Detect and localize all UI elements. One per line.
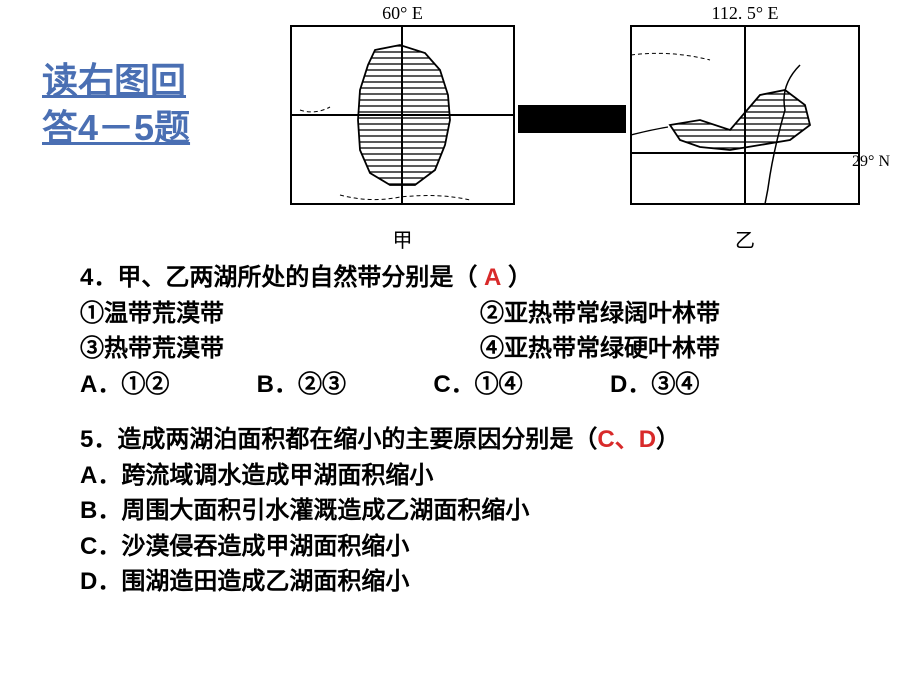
q5-text-prefix: ．造成两湖泊面积都在缩小的主要原因分别是（ [93, 426, 597, 453]
title-line-1: 读右图回 [42, 58, 190, 105]
q4-choice-c: C．①④ [433, 367, 603, 403]
map-yi-latitude: 29° N [852, 153, 890, 171]
q5-opt-a: A．跨流域调水造成甲湖面积缩小 [80, 458, 880, 494]
q5-answer: C、D [597, 426, 656, 453]
q4-answer: A [484, 264, 501, 291]
page-title: 读右图回 答4－5题 [42, 58, 190, 152]
q5-text-suffix: ） [656, 426, 680, 453]
map-connector [518, 105, 626, 133]
q4-choice-b: B．②③ [257, 367, 427, 403]
maps-container: 60° E 甲 112. 5° E [290, 5, 890, 235]
q4-text-prefix: ．甲、乙两湖所处的自然带分别是（ [93, 264, 477, 291]
map-yi: 112. 5° E 29° N 乙 [630, 5, 860, 225]
q5-stem: 5．造成两湖泊面积都在缩小的主要原因分别是（C、D） [80, 422, 880, 458]
title-line-2: 答4－5题 [42, 105, 190, 152]
q5-opt-c: C．沙漠侵吞造成甲湖面积缩小 [80, 529, 880, 565]
q4-opt3: ③热带荒漠带 [80, 331, 480, 367]
q4-opt2: ②亚热带常绿阔叶林带 [480, 296, 720, 332]
q4-options-row1: ①温带荒漠带 ②亚热带常绿阔叶林带 [80, 296, 880, 332]
q4-choice-a: A．①② [80, 367, 250, 403]
q4-choices: A．①② B．②③ C．①④ D．③④ [80, 367, 880, 403]
q4-text-suffix: ） [508, 264, 532, 291]
map-jia: 60° E 甲 [290, 5, 515, 225]
map-yi-longitude: 112. 5° E [630, 3, 860, 24]
q4-stem: 4．甲、乙两湖所处的自然带分别是（ A ） [80, 260, 880, 296]
map-yi-caption: 乙 [630, 224, 860, 253]
map-jia-longitude: 60° E [290, 3, 515, 24]
questions-content: 4．甲、乙两湖所处的自然带分别是（ A ） ①温带荒漠带 ②亚热带常绿阔叶林带 … [80, 260, 880, 600]
q5-opt-b: B．周围大面积引水灌溉造成乙湖面积缩小 [80, 493, 880, 529]
map-jia-caption: 甲 [290, 224, 515, 253]
map-yi-svg [630, 25, 860, 225]
q5-number: 5 [80, 426, 93, 453]
q5-opt-d: D．围湖造田造成乙湖面积缩小 [80, 564, 880, 600]
q4-opt4: ④亚热带常绿硬叶林带 [480, 331, 720, 367]
q4-opt1: ①温带荒漠带 [80, 296, 480, 332]
q4-number: 4 [80, 264, 93, 291]
q4-choice-d: D．③④ [610, 367, 699, 403]
q4-options-row2: ③热带荒漠带 ④亚热带常绿硬叶林带 [80, 331, 880, 367]
map-jia-svg [290, 25, 515, 225]
